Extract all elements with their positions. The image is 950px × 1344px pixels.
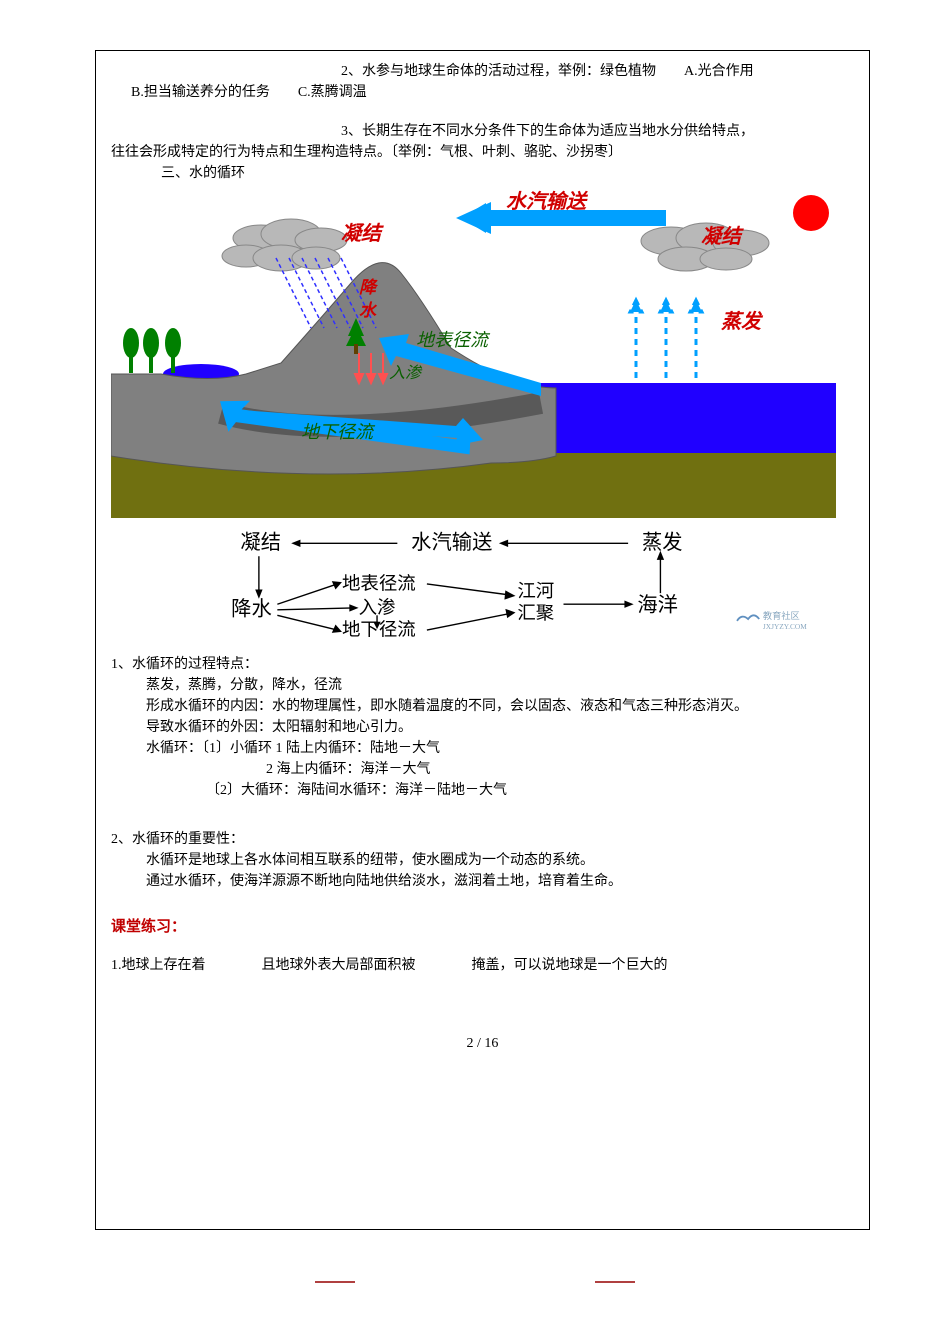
p2-title: 2、水循环的重要性： [111, 829, 854, 850]
para-3-line1: 3、长期生存在不同水分条件下的生命体为适应当地水分供给特点， [341, 121, 854, 142]
p2-l2: 通过水循环，使海洋源源不断地向陆地供给淡水，滋润着土地，培育着生命。 [146, 871, 854, 892]
label-ground-runoff: 地下径流 [301, 422, 376, 442]
label-condense-left: 凝结 [341, 222, 384, 245]
flow-ocean: 海洋 [637, 594, 678, 617]
flow-surface: 地表径流 [342, 573, 416, 593]
p2-l1: 水循环是地球上各水体间相互联系的纽带，使水圈成为一个动态的系统。 [146, 850, 854, 871]
label-infiltrate: 入渗 [389, 364, 423, 382]
infiltration-arrows-icon [355, 353, 387, 383]
flow-river-2: 汇聚 [517, 603, 554, 623]
p1-l5: 2 海上内循环：海洋－大气 [266, 759, 854, 780]
p1-l6: 〔2〕大循环：海陆间水循环：海洋－陆地－大气 [206, 780, 854, 801]
water-cycle-diagram: 水汽输送 凝结 凝结 降 水 地表径流 入渗 地下径流 [111, 188, 836, 518]
flow-condense: 凝结 [240, 531, 281, 554]
flow-river-1: 江河 [517, 581, 554, 601]
page-number: 2 / 16 [111, 1036, 854, 1052]
sun-icon [793, 195, 829, 231]
flow-infil: 入渗 [359, 597, 396, 617]
p1-l3: 导致水循环的外因：太阳辐射和地心引力。 [146, 717, 854, 738]
trees-icon [123, 328, 181, 373]
label-evap: 蒸发 [721, 310, 764, 333]
flow-evap: 蒸发 [642, 531, 683, 554]
para-2-line1: 2、水参与地球生命体的活动过程，举例：绿色植物 A.光合作用 [341, 61, 854, 82]
question-1: 1.地球上存在着 且地球外表大局部面积被 掩盖，可以说地球是一个巨大的 [111, 955, 854, 976]
water-cycle-flowchart: 凝结 水汽输送 蒸发 降水 地表径流 入渗 地下径流 江河 汇聚 海洋 教育社区 [111, 523, 836, 643]
label-condense-right: 凝结 [701, 225, 744, 248]
p1-l4: 水循环：〔1〕小循环 1 陆上内循环：陆地－大气 [146, 738, 854, 759]
heading-3: 三、水的循环 [161, 163, 854, 184]
svg-text:JXJYZY.COM: JXJYZY.COM [763, 622, 807, 631]
label-surface-runoff: 地表径流 [416, 330, 491, 350]
flow-transport: 水汽输送 [411, 531, 492, 554]
para-2-line2: B.担当输送养分的任务 C.蒸腾调温 [131, 82, 854, 103]
label-transport: 水汽输送 [506, 190, 589, 213]
p1-l1: 蒸发，蒸腾，分散，降水，径流 [146, 675, 854, 696]
p1-l2: 形成水循环的内因：水的物理属性，即水随着温度的不同，会以固态、液态和气态三种形态… [146, 696, 854, 717]
practice-heading: 课堂练习： [111, 916, 854, 939]
p1-title: 1、水循环的过程特点： [111, 654, 854, 675]
flow-precip: 降水 [231, 597, 272, 620]
page-frame: 2、水参与地球生命体的活动过程，举例：绿色植物 A.光合作用 B.担当输送养分的… [95, 50, 870, 1230]
label-precip-2: 水 [359, 301, 378, 320]
footer-ticks [0, 1270, 950, 1288]
para-3-line2: 往往会形成特定的行为特点和生理构造特点。〔举例：气根、叶刺、骆驼、沙拐枣〕 [111, 142, 854, 163]
svg-text:教育社区: 教育社区 [763, 610, 800, 621]
